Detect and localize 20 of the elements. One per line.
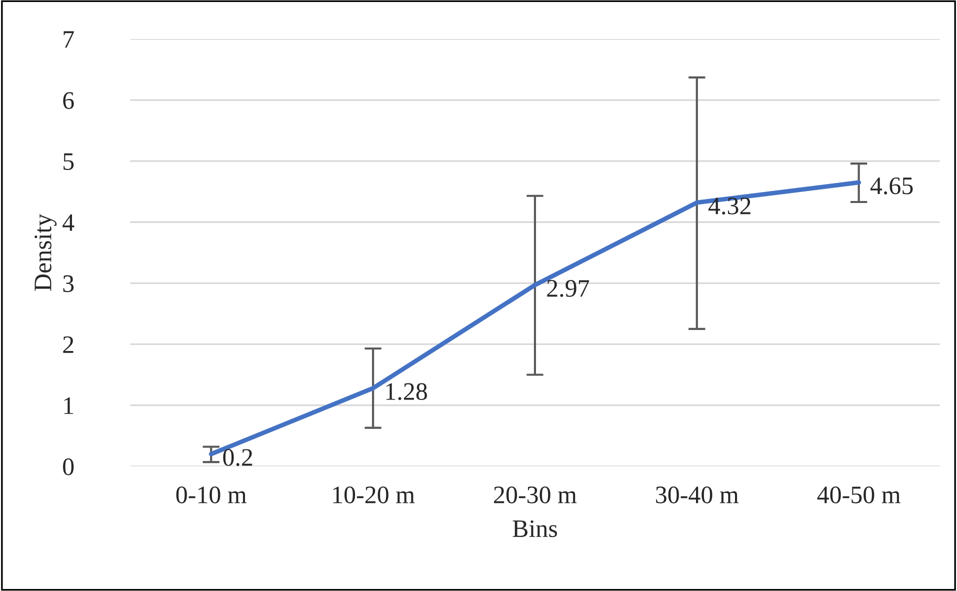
x-axis-title: Bins (512, 520, 557, 538)
y-tick-label: 2 (63, 336, 74, 353)
data-label: 0.2 (223, 449, 252, 466)
y-axis-title: Density (34, 214, 57, 291)
data-label: 4.32 (708, 198, 750, 215)
data-label: 4.65 (870, 177, 913, 194)
x-tick-label: 0-10 m (176, 486, 246, 504)
y-tick-label: 6 (63, 92, 74, 109)
x-tick-label: 20-30 m (494, 486, 577, 504)
data-label: 1.28 (386, 383, 427, 400)
y-tick-label: 4 (62, 214, 74, 231)
y-tick-label: 3 (63, 275, 74, 292)
y-tick-label: 5 (64, 153, 74, 170)
y-tick-label: 7 (64, 31, 74, 48)
data-label: 2.97 (547, 280, 590, 297)
y-tick-label: 0 (63, 458, 74, 476)
y-tick-label: 1 (64, 397, 74, 414)
x-tick-label: 40-50 m (817, 486, 900, 504)
x-tick-label: 30-40 m (656, 486, 739, 504)
x-tick-label: 10-20 m (333, 486, 415, 504)
